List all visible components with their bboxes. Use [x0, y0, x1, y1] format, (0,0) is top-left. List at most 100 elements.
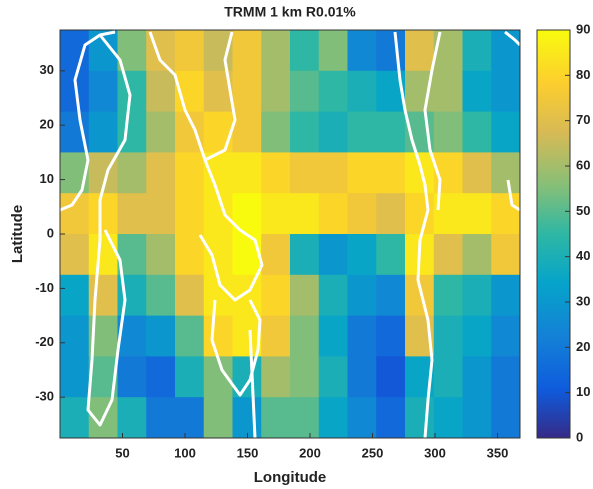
heatmap-cell: [462, 234, 492, 276]
heatmap-cell: [175, 274, 205, 317]
heatmap-cell: [347, 356, 377, 398]
heatmap-cell: [175, 315, 205, 357]
heatmap-cell: [146, 315, 176, 357]
heatmap-cell: [347, 70, 377, 113]
heatmap-cell: [491, 193, 520, 235]
heatmap-cell: [433, 70, 463, 113]
heatmap-cell: [433, 111, 463, 153]
heatmap-cell: [88, 111, 118, 153]
heatmap-cell: [261, 111, 291, 153]
heatmap-cell: [347, 397, 377, 438]
heatmap-cell: [405, 152, 435, 194]
heatmap-cell: [261, 356, 291, 398]
heatmap: [60, 30, 520, 438]
y-tick-label: 20: [40, 117, 54, 132]
heatmap-cell: [175, 397, 205, 438]
heatmap-cell: [462, 397, 492, 438]
heatmap-cell: [203, 111, 233, 153]
heatmap-cell: [462, 315, 492, 357]
heatmap-cell: [462, 193, 492, 235]
heatmap-cell: [376, 397, 406, 438]
heatmap-cell: [290, 274, 320, 317]
heatmap-cell: [462, 30, 492, 72]
heatmap-cell: [347, 274, 377, 317]
heatmap-cell: [290, 193, 320, 235]
y-tick-label: 10: [40, 171, 54, 186]
heatmap-cell: [146, 397, 176, 438]
heatmap-cell: [261, 397, 291, 438]
heatmap-cell: [433, 356, 463, 398]
heatmap-cell: [290, 30, 320, 72]
colorbar-tick-label: 90: [576, 21, 590, 36]
heatmap-cell: [347, 234, 377, 276]
heatmap-cell: [318, 111, 348, 153]
heatmap-cell: [318, 234, 348, 276]
x-axis-label: Longitude: [254, 469, 326, 486]
heatmap-cell: [462, 356, 492, 398]
heatmap-cell: [491, 70, 520, 113]
heatmap-cell: [146, 356, 176, 398]
heatmap-cell: [491, 30, 520, 72]
heatmap-cell: [146, 234, 176, 276]
heatmap-cell: [318, 397, 348, 438]
colorbar-tick-label: 50: [576, 203, 590, 218]
heatmap-cell: [232, 234, 262, 276]
x-tick-label: 200: [299, 445, 321, 460]
heatmap-cell: [376, 111, 406, 153]
heatmap-cell: [347, 111, 377, 153]
heatmap-cell: [318, 30, 348, 72]
heatmap-cell: [318, 193, 348, 235]
heatmap-cell: [146, 193, 176, 235]
heatmap-cell: [290, 397, 320, 438]
heatmap-cell: [347, 152, 377, 194]
heatmap-cell: [433, 397, 463, 438]
colorbar-tick-label: 0: [576, 429, 583, 444]
heatmap-cell: [117, 356, 147, 398]
heatmap-cell: [318, 315, 348, 357]
y-tick-label: -30: [35, 389, 54, 404]
heatmap-cell: [491, 274, 520, 317]
heatmap-cell: [232, 397, 262, 438]
heatmap-cell: [232, 30, 262, 72]
y-axis-label: Latitude: [9, 205, 26, 263]
heatmap-cell: [347, 315, 377, 357]
heatmap-cell: [462, 152, 492, 194]
heatmap-cell: [232, 70, 262, 113]
heatmap-cell: [175, 193, 205, 235]
heatmap-cell: [347, 30, 377, 72]
heatmap-cell: [117, 70, 147, 113]
colorbar-tick-label: 60: [576, 157, 590, 172]
heatmap-cell: [318, 70, 348, 113]
heatmap-cell: [203, 234, 233, 276]
x-tick-label: 150: [237, 445, 259, 460]
heatmap-cell: [491, 356, 520, 398]
colorbar-tick-label: 10: [576, 384, 590, 399]
heatmap-cell: [290, 152, 320, 194]
heatmap-cell: [261, 234, 291, 276]
heatmap-cell: [376, 274, 406, 317]
heatmap-cell: [146, 274, 176, 317]
heatmap-cell: [232, 152, 262, 194]
heatmap-cell: [261, 30, 291, 72]
colorbar-tick-label: 40: [576, 248, 590, 263]
colorbar-tick-label: 20: [576, 339, 590, 354]
heatmap-cell: [60, 356, 90, 398]
heatmap-cell: [462, 111, 492, 153]
heatmap-cell: [146, 70, 176, 113]
heatmap-cell: [376, 315, 406, 357]
heatmap-cell: [261, 193, 291, 235]
heatmap-cell: [318, 274, 348, 317]
heatmap-cell: [290, 111, 320, 153]
heatmap-cell: [318, 152, 348, 194]
heatmap-cell: [462, 70, 492, 113]
heatmap-cell: [60, 274, 90, 317]
y-tick-label: -20: [35, 334, 54, 349]
heatmap-cell: [290, 70, 320, 113]
heatmap-cell: [491, 397, 520, 438]
y-tick-label: 0: [47, 225, 54, 240]
x-tick-label: 250: [362, 445, 384, 460]
heatmap-cell: [318, 356, 348, 398]
x-tick-label: 300: [424, 445, 446, 460]
heatmap-cell: [232, 111, 262, 153]
